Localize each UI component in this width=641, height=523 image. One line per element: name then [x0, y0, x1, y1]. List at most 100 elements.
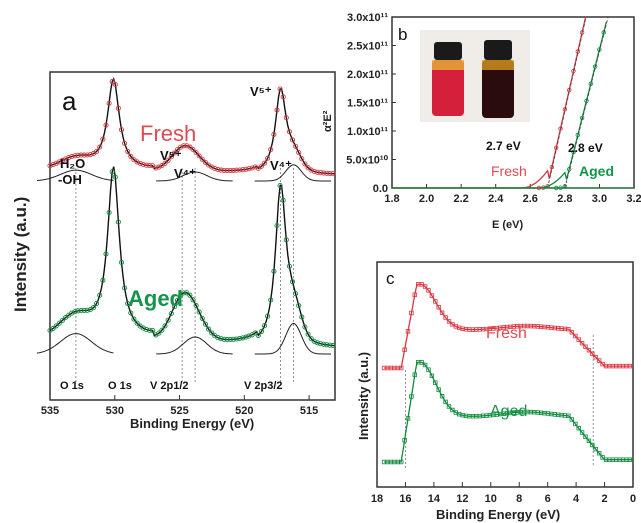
c-point-aged — [450, 407, 455, 413]
a-point-fresh — [115, 105, 121, 111]
a-point-aged — [314, 340, 320, 346]
a-point-fresh — [171, 150, 177, 156]
c-point-aged — [412, 372, 417, 377]
panel-c-frame — [376, 261, 634, 488]
a-point-fresh — [125, 148, 131, 154]
c-point-fresh — [627, 363, 633, 369]
a-point-fresh — [103, 122, 109, 128]
a-point-aged — [308, 336, 314, 342]
a-point-fresh — [50, 162, 56, 168]
a-point-fresh — [143, 162, 149, 168]
a-point-fresh — [53, 160, 59, 166]
a-point-aged — [302, 324, 308, 330]
c-point-aged — [436, 387, 441, 392]
c-point-fresh — [586, 347, 592, 353]
c-point-aged — [429, 373, 435, 378]
a-point-aged — [230, 336, 236, 342]
a-point-aged — [97, 292, 103, 298]
a-point-fresh — [289, 137, 296, 143]
panel-b: 1.8 2.0 2.2 2.4 2.6 2.8 3.0 3.2 0.0 5.0x10¹⁰ 1.0x1… — [322, 12, 641, 231]
c-point-aged — [600, 455, 605, 460]
a-point-aged — [178, 292, 184, 298]
c-point-fresh — [398, 365, 404, 371]
c-point-fresh — [433, 299, 438, 304]
a-point-aged — [261, 323, 268, 329]
a-point-fresh — [72, 153, 78, 159]
a-point-aged — [125, 300, 131, 306]
a-xtick-label: 530 — [106, 405, 124, 417]
b-point-fresh — [558, 126, 563, 131]
c-point-aged — [446, 404, 452, 409]
a-point-aged — [162, 323, 168, 329]
a-fit-fresh — [49, 77, 335, 175]
c-xtick-label: 6 — [545, 493, 551, 505]
a-fit-aged — [49, 166, 335, 347]
c-point-fresh — [590, 351, 595, 356]
a-point-aged — [237, 335, 243, 342]
c-point-fresh — [402, 347, 407, 352]
panel-a-letter: a — [62, 86, 77, 116]
c-point-fresh — [429, 293, 435, 298]
v5-annotation-low: V⁵⁺ — [160, 148, 182, 163]
v4-annotation-low: V⁴⁺ — [174, 166, 196, 181]
panel-a: 535 530 525 520 515 a Binding Energy (eV) In… — [11, 71, 336, 431]
b-xtick-label: 2.2 — [453, 193, 468, 205]
a-point-aged — [227, 336, 233, 343]
a-point-fresh — [69, 153, 75, 160]
c-point-fresh — [597, 358, 602, 363]
a-point-aged — [131, 316, 137, 322]
a-point-aged — [103, 251, 109, 257]
a-point-fresh — [243, 166, 249, 172]
o1s-label-left: O 1s — [60, 380, 84, 392]
a-point-aged — [112, 174, 118, 180]
b-xtick-label: 3.0 — [592, 193, 607, 205]
a-point-fresh — [327, 170, 333, 177]
b-point-aged — [584, 98, 589, 103]
a-point-aged — [115, 219, 121, 225]
a-point-fresh — [305, 165, 311, 171]
c-point-fresh — [569, 330, 574, 335]
b-ytick-label: 2.5x10¹¹ — [347, 41, 388, 53]
a-point-aged — [90, 305, 97, 311]
a-point-aged — [233, 336, 240, 342]
c-xtick-label: 14 — [428, 493, 441, 505]
c-point-aged — [627, 457, 633, 462]
c-point-aged — [573, 421, 578, 427]
a-point-fresh — [324, 170, 330, 176]
c-point-aged — [398, 459, 404, 465]
a-point-aged — [143, 326, 149, 333]
a-point-aged — [94, 300, 100, 306]
c-point-fresh — [405, 329, 411, 334]
panel-c-ylabel: Intensity (a.u.) — [356, 352, 371, 440]
a-point-aged — [246, 333, 252, 339]
b-xtick-label: 2.0 — [419, 193, 434, 205]
a-point-aged — [140, 325, 146, 331]
a-component-peak — [156, 171, 233, 182]
a-point-aged — [296, 303, 302, 309]
b-tangent-aged — [564, 16, 609, 189]
a-xtick-label: 535 — [41, 405, 59, 417]
b-xtick-label: 2.6 — [523, 193, 538, 205]
c-point-fresh — [439, 310, 445, 315]
a-point-aged — [286, 263, 292, 269]
a-point-fresh — [302, 161, 308, 167]
c-point-aged — [443, 399, 448, 405]
a-point-aged — [305, 331, 311, 337]
a-point-aged — [62, 315, 69, 321]
b-xtick-label: 3.2 — [626, 193, 641, 205]
a-point-aged — [159, 327, 165, 333]
a-point-fresh — [299, 156, 305, 162]
fresh-label-b: Fresh — [491, 163, 527, 179]
a-xtick-label: 520 — [235, 405, 253, 417]
c-point-fresh — [593, 354, 598, 360]
a-point-aged — [171, 304, 177, 310]
a-point-aged — [196, 309, 202, 315]
c-xtick-label: 12 — [456, 493, 468, 505]
a-point-fresh — [66, 155, 72, 161]
a-point-fresh — [109, 79, 115, 85]
b-ytick-label: 1.0x10¹¹ — [347, 126, 388, 138]
a-point-fresh — [97, 144, 103, 150]
a-point-fresh — [193, 149, 199, 156]
c-point-aged — [419, 360, 424, 365]
b-point-fresh — [571, 68, 576, 74]
